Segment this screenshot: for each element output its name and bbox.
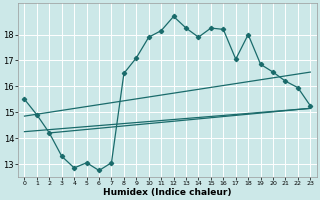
X-axis label: Humidex (Indice chaleur): Humidex (Indice chaleur) (103, 188, 232, 197)
